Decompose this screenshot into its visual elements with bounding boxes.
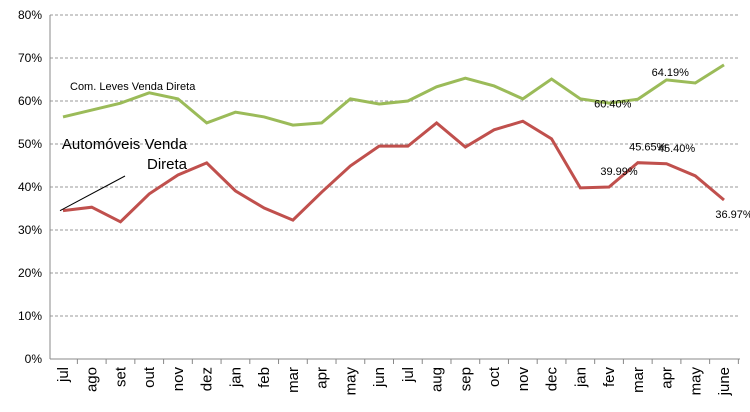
x-tick-label: nov bbox=[515, 367, 532, 392]
x-tick-label: oct bbox=[486, 366, 503, 387]
data-label: 45.40% bbox=[658, 143, 696, 155]
x-tick-label: set bbox=[112, 366, 129, 387]
x-tick-label: mar bbox=[630, 367, 647, 393]
y-tick-label: 80% bbox=[18, 8, 42, 22]
y-tick-label: 0% bbox=[25, 352, 43, 366]
leader-line bbox=[59, 175, 126, 212]
x-tick-label: jul bbox=[400, 367, 417, 383]
data-label: 36.97% bbox=[715, 209, 750, 221]
x-tick-label: dez bbox=[199, 367, 216, 391]
data-label: 39.99% bbox=[600, 166, 638, 178]
x-tick-label: dec bbox=[544, 367, 561, 392]
x-tick-label: may bbox=[687, 367, 704, 396]
y-tick-label: 40% bbox=[18, 180, 42, 194]
x-tick-label: june bbox=[716, 367, 733, 396]
series-label: Com. Leves Venda Direta bbox=[70, 81, 196, 93]
x-tick-label: apr bbox=[314, 367, 331, 389]
x-tick-label: fev bbox=[601, 367, 618, 388]
y-tick-label: 30% bbox=[18, 223, 42, 237]
x-tick-label: ago bbox=[84, 367, 101, 392]
x-tick-label: jun bbox=[371, 367, 388, 388]
x-tick-label: aug bbox=[429, 367, 446, 392]
y-tick-label: 70% bbox=[18, 51, 42, 65]
x-tick-label: out bbox=[141, 366, 158, 388]
line-series bbox=[62, 63, 725, 127]
data-label: 60.40% bbox=[594, 98, 632, 110]
series-label: Automóveis Venda Direta bbox=[61, 136, 187, 173]
data-label: 64.19% bbox=[652, 67, 690, 79]
x-tick-label: feb bbox=[256, 367, 273, 388]
x-tick-label: jul bbox=[55, 367, 72, 383]
data-label: 45.65% bbox=[629, 142, 667, 154]
x-tick-label: mar bbox=[285, 367, 302, 393]
y-tick-label: 20% bbox=[18, 266, 42, 280]
y-tick-label: 10% bbox=[18, 309, 42, 323]
y-tick-label: 60% bbox=[18, 94, 42, 108]
line-series bbox=[62, 119, 725, 224]
x-tick-label: apr bbox=[659, 367, 676, 389]
y-tick-label: 50% bbox=[18, 137, 42, 151]
x-tick-label: nov bbox=[170, 367, 187, 392]
x-tick-label: may bbox=[342, 367, 359, 396]
x-tick-label: jan bbox=[572, 367, 589, 388]
x-tick-label: sep bbox=[457, 367, 474, 391]
x-tick-label: jan bbox=[227, 367, 244, 388]
